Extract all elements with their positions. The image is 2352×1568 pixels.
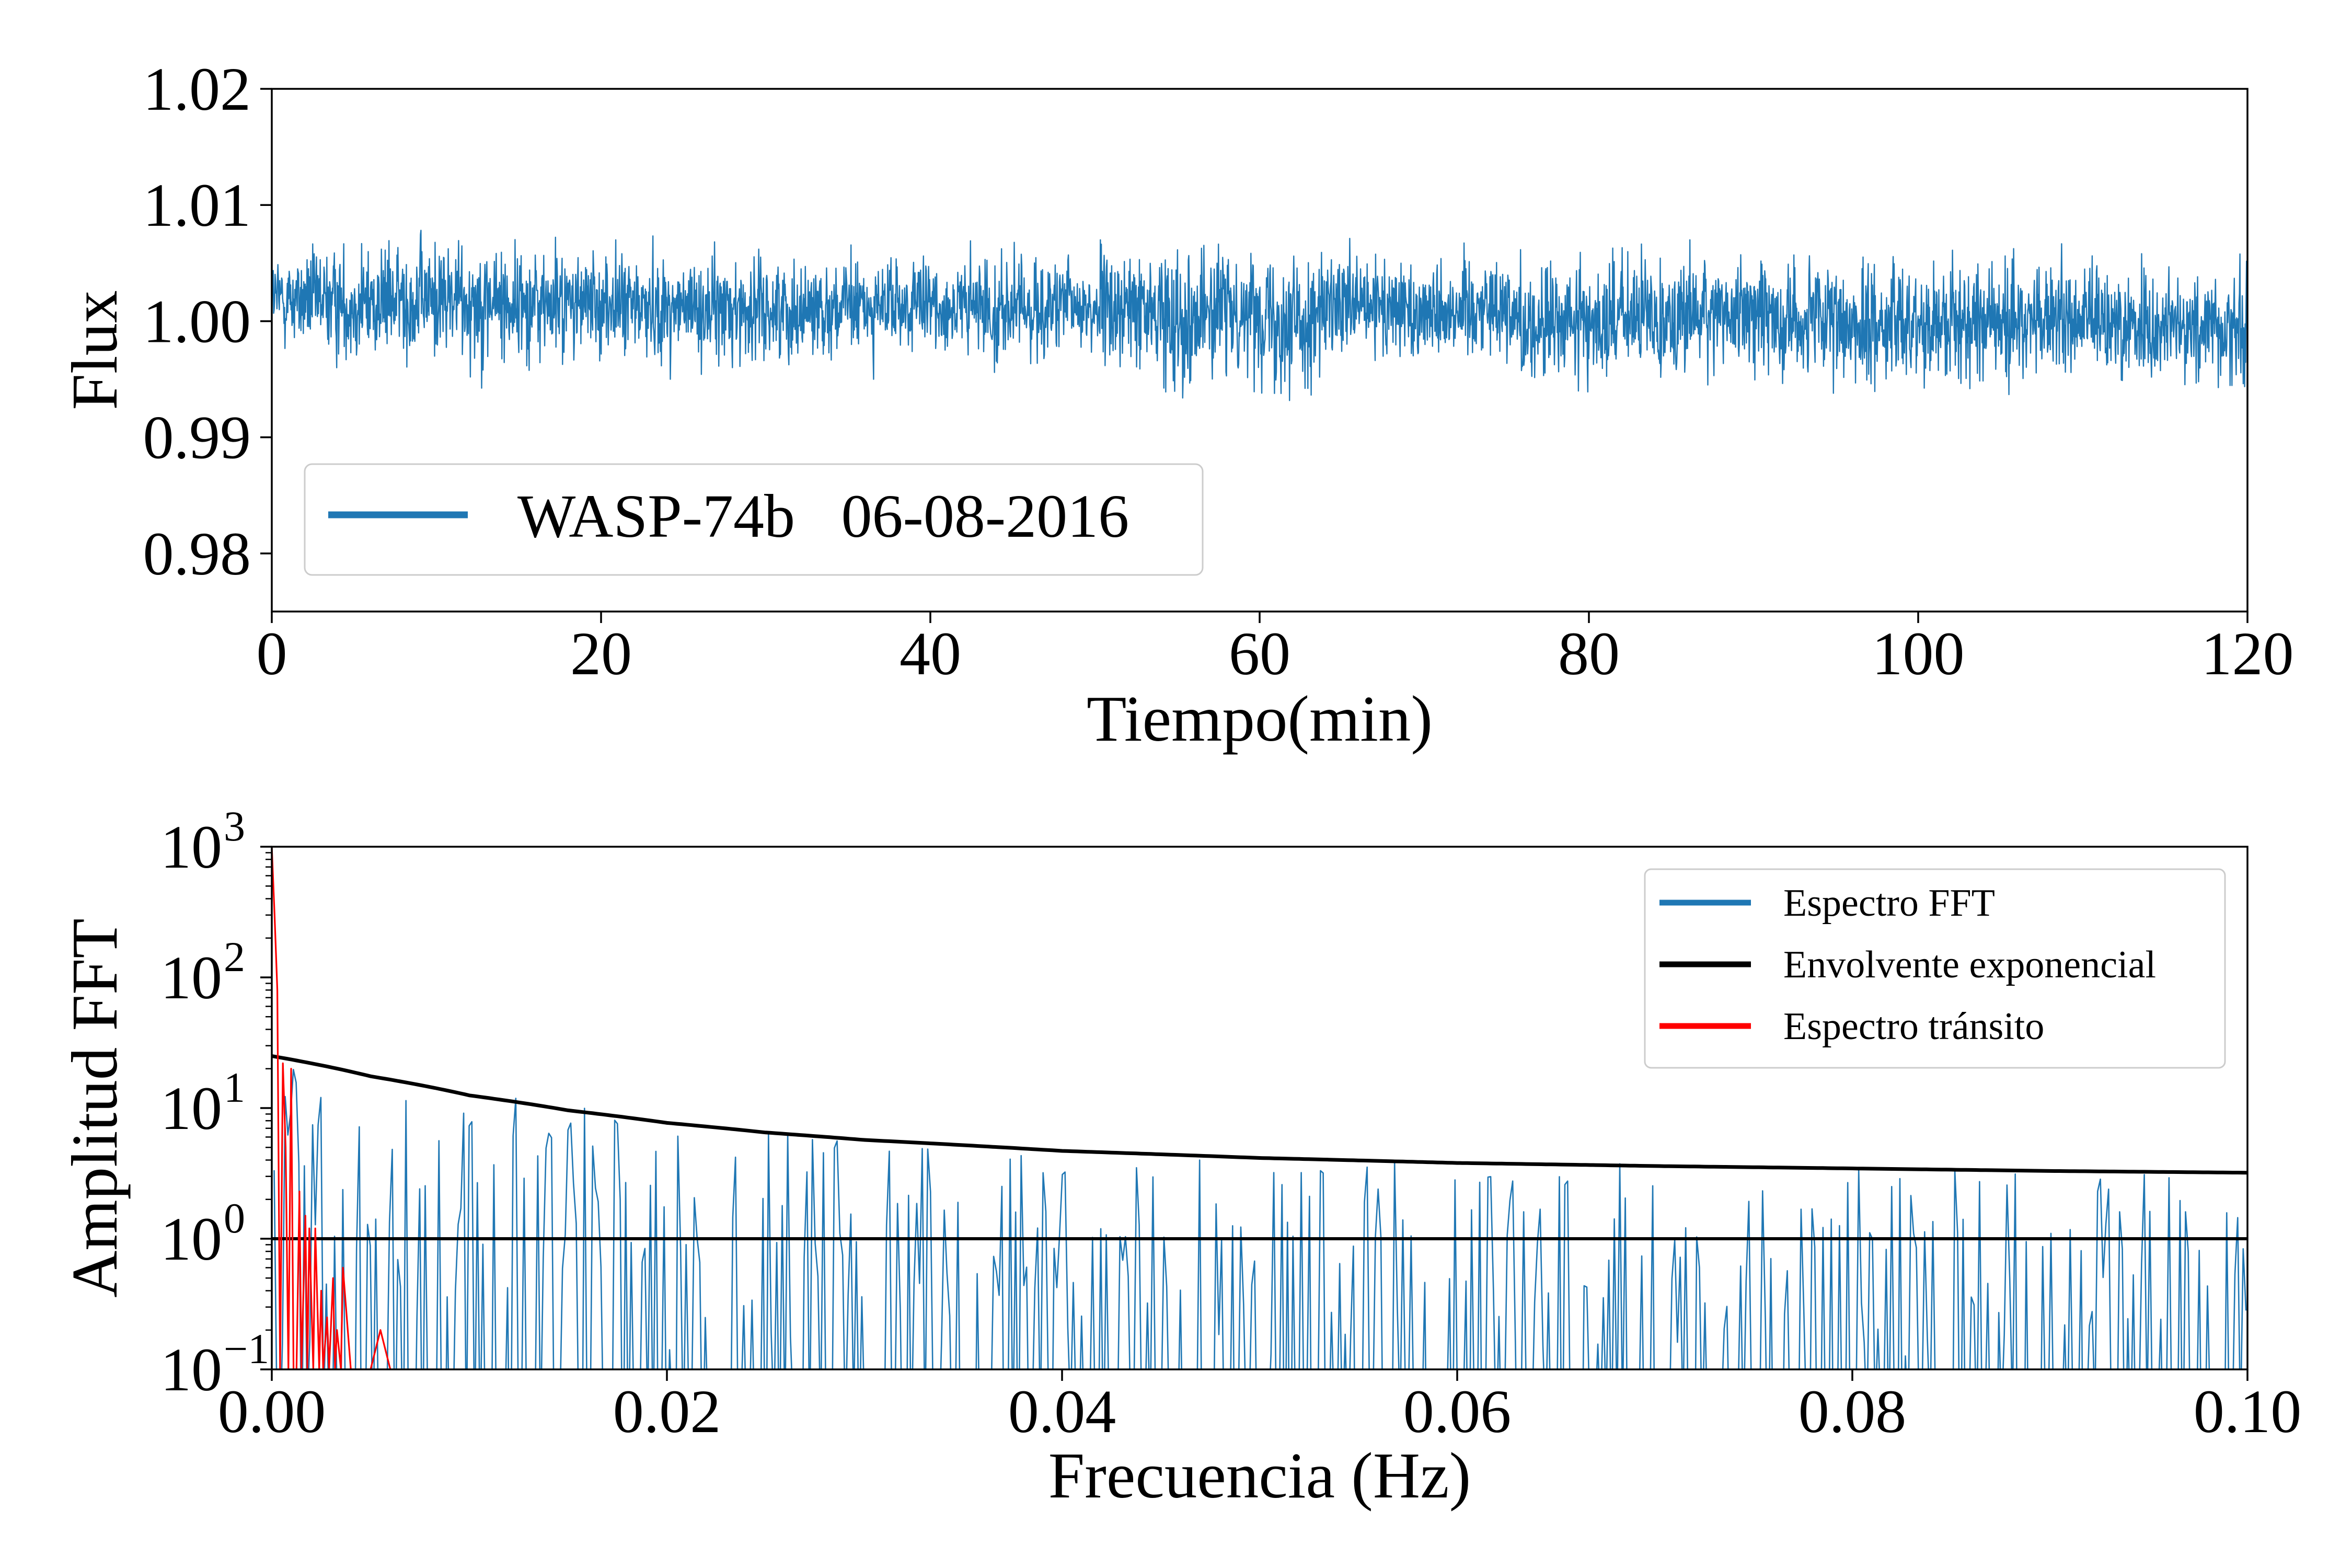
fft-x-axis-label: Frecuencia (Hz) (1048, 1440, 1471, 1512)
flux-x-ticks: 0 20 40 60 80 100 120 (257, 612, 2294, 688)
flux-legend-label: WASP-74b 06-08-2016 (517, 482, 1129, 550)
flux-y-ticks: 0.98 0.99 1.00 1.01 1.02 (143, 55, 272, 588)
fft-x-tick-label: 0.10 (2194, 1377, 2302, 1446)
fft-y-tick-label: 10 (160, 1205, 222, 1273)
flux-x-tick-label: 80 (1558, 619, 1620, 688)
fft-series-group (272, 847, 2247, 1369)
flux-legend-box (304, 463, 1204, 576)
flux-y-tick-label: 1.01 (143, 171, 251, 239)
flux-series-group (271, 229, 2249, 401)
fft-envelope-line (272, 1054, 2247, 1175)
fft-x-tick-label: 0.04 (1008, 1377, 1116, 1446)
fft-y-tick-exponent: 1 (224, 1064, 245, 1111)
flux-y-tick-label: 0.98 (143, 520, 251, 588)
flux-x-tick-label: 20 (570, 619, 632, 688)
fft-x-tick-label: 0.02 (613, 1377, 721, 1446)
flux-x-tick-label: 40 (900, 619, 961, 688)
fft-legend-box (1644, 868, 2226, 1069)
flux-panel: 0 20 40 60 80 100 120 0.98 0.99 1.00 1.01 1.02 Tie… (59, 55, 2294, 755)
fft-legend-label-fft: Espectro FFT (1783, 882, 1995, 925)
fft-y-tick-exponent: 2 (224, 933, 245, 981)
fft-y-tick-exponent: −1 (224, 1325, 269, 1373)
flux-y-tick-label: 1.00 (143, 287, 251, 355)
flux-y-tick-label: 1.02 (143, 55, 251, 123)
fft-legend: Espectro FFT Envolvente exponencial Espe… (1644, 868, 2226, 1069)
fft-transit-line (272, 847, 391, 1369)
flux-x-axis-label: Tiempo(min) (1087, 683, 1433, 755)
fft-y-axis-label: Amplitud FFT (59, 918, 131, 1298)
fft-y-tick-exponent: 0 (224, 1194, 245, 1242)
fft-y-tick-label: 10 (160, 813, 222, 881)
flux-y-tick-label: 0.99 (143, 403, 251, 472)
flux-x-tick-label: 120 (2201, 619, 2294, 688)
fft-x-tick-label: 0.08 (1798, 1377, 1907, 1446)
fft-x-ticks: 0.00 0.02 0.04 0.06 0.08 0.10 (218, 1369, 2302, 1446)
flux-series-line (271, 229, 2249, 401)
fft-legend-label-envelope: Envolvente exponencial (1783, 943, 2156, 986)
flux-x-tick-label: 60 (1229, 619, 1290, 688)
flux-y-axis-label: Flux (59, 290, 131, 410)
flux-x-tick-label: 0 (257, 619, 287, 688)
flux-x-tick-label: 100 (1872, 619, 1965, 688)
fft-y-tick-exponent: 3 (224, 802, 245, 850)
flux-legend: WASP-74b 06-08-2016 (304, 463, 1204, 576)
fft-y-tick-label: 10 (160, 1335, 222, 1404)
fft-y-tick-label: 10 (160, 943, 222, 1012)
fft-x-tick-label: 0.00 (218, 1377, 326, 1446)
fft-spectrum-line (273, 1069, 2247, 1369)
fft-legend-label-transit: Espectro tránsito (1783, 1005, 2044, 1048)
fft-x-tick-label: 0.06 (1403, 1377, 1512, 1446)
fft-y-tick-label: 10 (160, 1074, 222, 1143)
